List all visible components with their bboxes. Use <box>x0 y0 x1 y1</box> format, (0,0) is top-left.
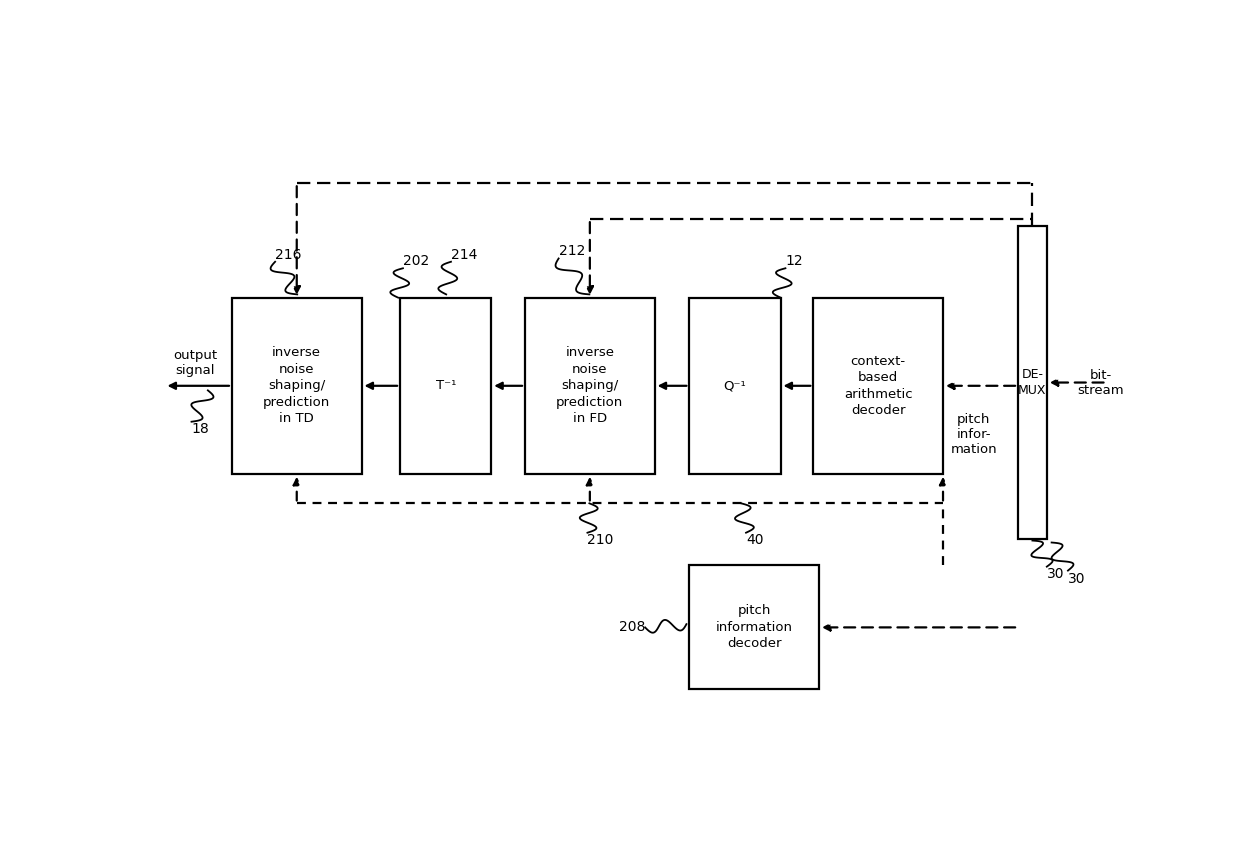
Text: DE-
MUX: DE- MUX <box>1018 368 1047 397</box>
Text: 216: 216 <box>275 248 301 262</box>
Text: 212: 212 <box>558 244 585 259</box>
Text: inverse
noise
shaping/
prediction
in TD: inverse noise shaping/ prediction in TD <box>263 346 330 426</box>
Text: Q⁻¹: Q⁻¹ <box>724 379 746 393</box>
Text: 40: 40 <box>746 533 764 547</box>
FancyBboxPatch shape <box>525 298 655 474</box>
Text: 214: 214 <box>451 248 477 262</box>
Text: 202: 202 <box>403 254 429 268</box>
Text: context-
based
arithmetic
decoder: context- based arithmetic decoder <box>844 354 913 417</box>
FancyBboxPatch shape <box>813 298 944 474</box>
FancyBboxPatch shape <box>689 566 820 689</box>
FancyBboxPatch shape <box>689 298 781 474</box>
Text: bit-
stream: bit- stream <box>1078 369 1125 397</box>
Text: T⁻¹: T⁻¹ <box>435 379 456 393</box>
FancyBboxPatch shape <box>401 298 491 474</box>
Text: inverse
noise
shaping/
prediction
in FD: inverse noise shaping/ prediction in FD <box>557 346 624 426</box>
Text: 30: 30 <box>1047 566 1064 581</box>
Text: 208: 208 <box>619 621 645 634</box>
FancyBboxPatch shape <box>232 298 362 474</box>
Text: 12: 12 <box>785 254 804 268</box>
Text: pitch
information
decoder: pitch information decoder <box>715 605 792 650</box>
Text: pitch
infor-
mation: pitch infor- mation <box>950 413 997 456</box>
Text: 210: 210 <box>588 533 614 547</box>
Text: output
signal: output signal <box>174 349 217 377</box>
Text: 30: 30 <box>1068 572 1085 586</box>
FancyBboxPatch shape <box>1018 226 1047 539</box>
Text: 18: 18 <box>191 421 210 436</box>
